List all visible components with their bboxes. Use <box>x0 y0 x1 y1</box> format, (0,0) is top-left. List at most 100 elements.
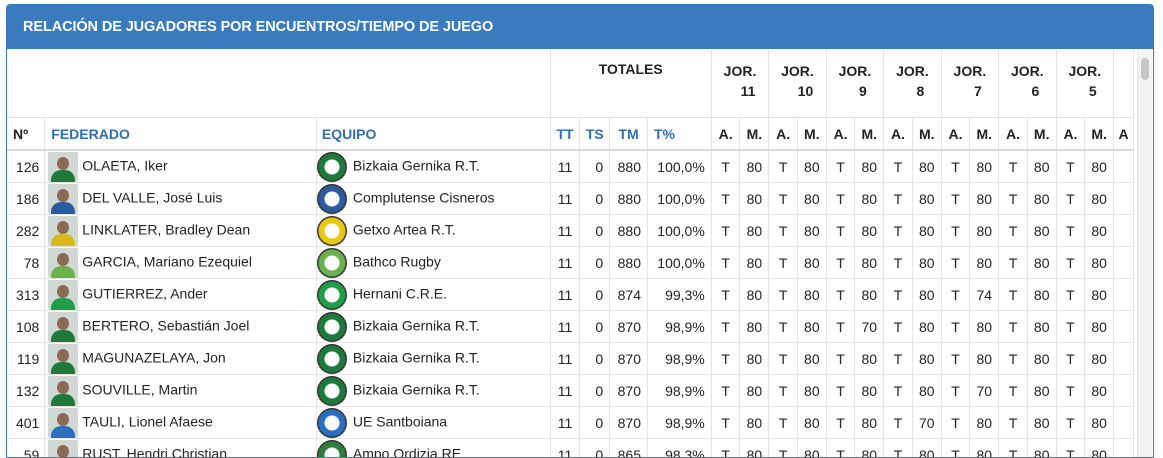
jornada-m: 80 <box>797 278 827 311</box>
team-name[interactable]: Bizkaia Gernika R.T. <box>352 157 480 174</box>
col-tpct[interactable]: T% <box>647 117 712 151</box>
jornada-a: T <box>826 310 856 343</box>
player-cell[interactable]: OLAETA, Iker <box>44 149 317 183</box>
jornada-a: T <box>826 149 856 183</box>
player-cell[interactable]: TAULI, Lionel Afaese <box>44 406 317 439</box>
table-row[interactable]: 313 GUTIERREZ, Ander Hernani C.R.E. 11 0 874 9… <box>7 278 1134 311</box>
team-name[interactable]: Hernani C.R.E. <box>352 285 448 302</box>
table-row[interactable]: 126 OLAETA, Iker Bizkaia Gernika R.T. 11 0 88… <box>7 149 1134 183</box>
player-name[interactable]: BERTERO, Sebastián Joel <box>82 317 250 334</box>
player-cell[interactable]: GUTIERREZ, Ander <box>44 278 317 311</box>
jornada-m: 80 <box>797 406 827 439</box>
team-cell[interactable]: UE Santboiana <box>316 406 551 439</box>
team-name[interactable]: Ampo Ordizia RE <box>352 445 462 457</box>
total-tpct: 98,9% <box>647 310 712 343</box>
jornada-number: 7 <box>973 83 982 99</box>
total-tm: 880 <box>609 214 648 247</box>
team-name[interactable]: Bathco Rugby <box>352 253 441 270</box>
table-row[interactable]: 119 MAGUNAZELAYA, Jon Bizkaia Gernika R.T.… <box>7 342 1134 375</box>
jornada-a: T <box>768 406 798 439</box>
player-cell[interactable]: SOUVILLE, Martin <box>44 374 317 407</box>
jornada-label: JOR. <box>953 63 987 79</box>
jornada-a: T <box>941 438 971 457</box>
player-name[interactable]: LINKLATER, Bradley Dean <box>82 221 251 238</box>
col-tt[interactable]: TT <box>550 117 581 151</box>
jornada-a: T <box>883 342 913 375</box>
player-name[interactable]: DEL VALLE, José Luis <box>82 189 223 206</box>
jornada-m: 80 <box>797 342 827 375</box>
scrollbar-thumb[interactable] <box>1141 58 1149 80</box>
player-cell[interactable]: BERTERO, Sebastián Joel <box>44 310 317 343</box>
team-name[interactable]: Bizkaia Gernika R.T. <box>352 381 480 398</box>
jornada-m: 80 <box>1084 342 1115 375</box>
jornada-a: T <box>883 438 913 457</box>
col-equipo[interactable]: EQUIPO <box>316 117 551 151</box>
jornada-m: 80 <box>854 278 885 311</box>
jornada-m: 80 <box>1027 214 1057 247</box>
table-row[interactable]: 401 TAULI, Lionel Afaese UE Santboiana 11 0 8… <box>7 406 1134 439</box>
jornada-m: 80 <box>797 214 827 247</box>
player-name[interactable]: TAULI, Lionel Afaese <box>82 413 213 430</box>
col-a: A. <box>826 117 856 151</box>
col-ts[interactable]: TS <box>579 117 611 151</box>
team-cell[interactable]: Hernani C.R.E. <box>316 278 551 311</box>
jornada-a: T <box>1056 406 1086 439</box>
total-ts: 0 <box>579 278 611 311</box>
player-name[interactable]: MAGUNAZELAYA, Jon <box>82 349 226 366</box>
total-tpct: 99,3% <box>647 278 712 311</box>
table-row[interactable]: 78 GARCIA, Mariano Ezequiel Bathco Rugby 11… <box>7 246 1134 279</box>
jornada-a: T <box>1056 374 1086 407</box>
jornada-a: T <box>941 310 971 343</box>
jornada-m: 80 <box>969 310 1000 343</box>
player-number: 119 <box>7 342 46 375</box>
total-tt: 11 <box>550 182 581 215</box>
team-cell[interactable]: Bathco Rugby <box>316 246 551 279</box>
totales-header: TOTALES <box>550 50 712 118</box>
table-row[interactable]: 132 SOUVILLE, Martin Bizkaia Gernika R.T. 1… <box>7 374 1134 407</box>
team-name[interactable]: Complutense Cisneros <box>352 189 495 206</box>
player-cell[interactable]: RUST, Hendri Christian <box>44 438 317 457</box>
player-name[interactable]: GARCIA, Mariano Ezequiel <box>82 253 252 270</box>
table-row[interactable]: 186 DEL VALLE, José Luis Complutense Cisne… <box>7 182 1134 215</box>
team-cell[interactable]: Bizkaia Gernika R.T. <box>316 310 551 343</box>
total-tm: 865 <box>609 438 648 457</box>
team-cell[interactable]: Bizkaia Gernika R.T. <box>316 149 551 183</box>
col-tm[interactable]: TM <box>609 117 648 151</box>
jornada-header: JOR. 6 <box>998 50 1057 118</box>
player-name[interactable]: RUST, Hendri Christian <box>82 445 228 457</box>
table-row[interactable]: 108 BERTERO, Sebastián Joel Bizkaia Gernik… <box>7 310 1134 343</box>
jornada-m: 80 <box>969 182 1000 215</box>
player-cell[interactable]: MAGUNAZELAYA, Jon <box>44 342 317 375</box>
total-tm: 880 <box>609 246 648 279</box>
player-name[interactable]: SOUVILLE, Martin <box>82 381 198 398</box>
player-cell[interactable]: GARCIA, Mariano Ezequiel <box>44 246 317 279</box>
team-name[interactable]: UE Santboiana <box>352 413 448 430</box>
partial-cell <box>1113 374 1134 407</box>
table-row[interactable]: 59 RUST, Hendri Christian Ampo Ordizia RE 1… <box>7 438 1134 457</box>
player-name[interactable]: GUTIERREZ, Ander <box>82 285 208 302</box>
team-cell[interactable]: Complutense Cisneros <box>316 182 551 215</box>
team-cell[interactable]: Bizkaia Gernika R.T. <box>316 374 551 407</box>
jornada-a: T <box>826 406 856 439</box>
player-photo <box>48 375 79 406</box>
table-row[interactable]: 282 LINKLATER, Bradley Dean Getxo Artea R.… <box>7 214 1134 247</box>
total-tt: 11 <box>550 406 581 439</box>
vertical-scrollbar[interactable] <box>1137 50 1152 457</box>
total-tpct: 100,0% <box>647 246 712 279</box>
player-name[interactable]: OLAETA, Iker <box>82 157 168 174</box>
player-cell[interactable]: DEL VALLE, José Luis <box>44 182 317 215</box>
jornada-m: 80 <box>1027 278 1057 311</box>
total-ts: 0 <box>579 246 611 279</box>
team-name[interactable]: Bizkaia Gernika R.T. <box>352 317 480 334</box>
team-cell[interactable]: Ampo Ordizia RE <box>316 438 551 457</box>
team-name[interactable]: Getxo Artea R.T. <box>352 221 456 238</box>
player-photo <box>48 311 79 342</box>
jornada-a: T <box>883 149 913 183</box>
col-federado[interactable]: FEDERADO <box>44 117 317 151</box>
jornada-number: 5 <box>1088 83 1097 99</box>
team-cell[interactable]: Bizkaia Gernika R.T. <box>316 342 551 375</box>
player-cell[interactable]: LINKLATER, Bradley Dean <box>44 214 317 247</box>
team-name[interactable]: Bizkaia Gernika R.T. <box>352 349 480 366</box>
partial-cell <box>1113 182 1134 215</box>
team-cell[interactable]: Getxo Artea R.T. <box>316 214 551 247</box>
